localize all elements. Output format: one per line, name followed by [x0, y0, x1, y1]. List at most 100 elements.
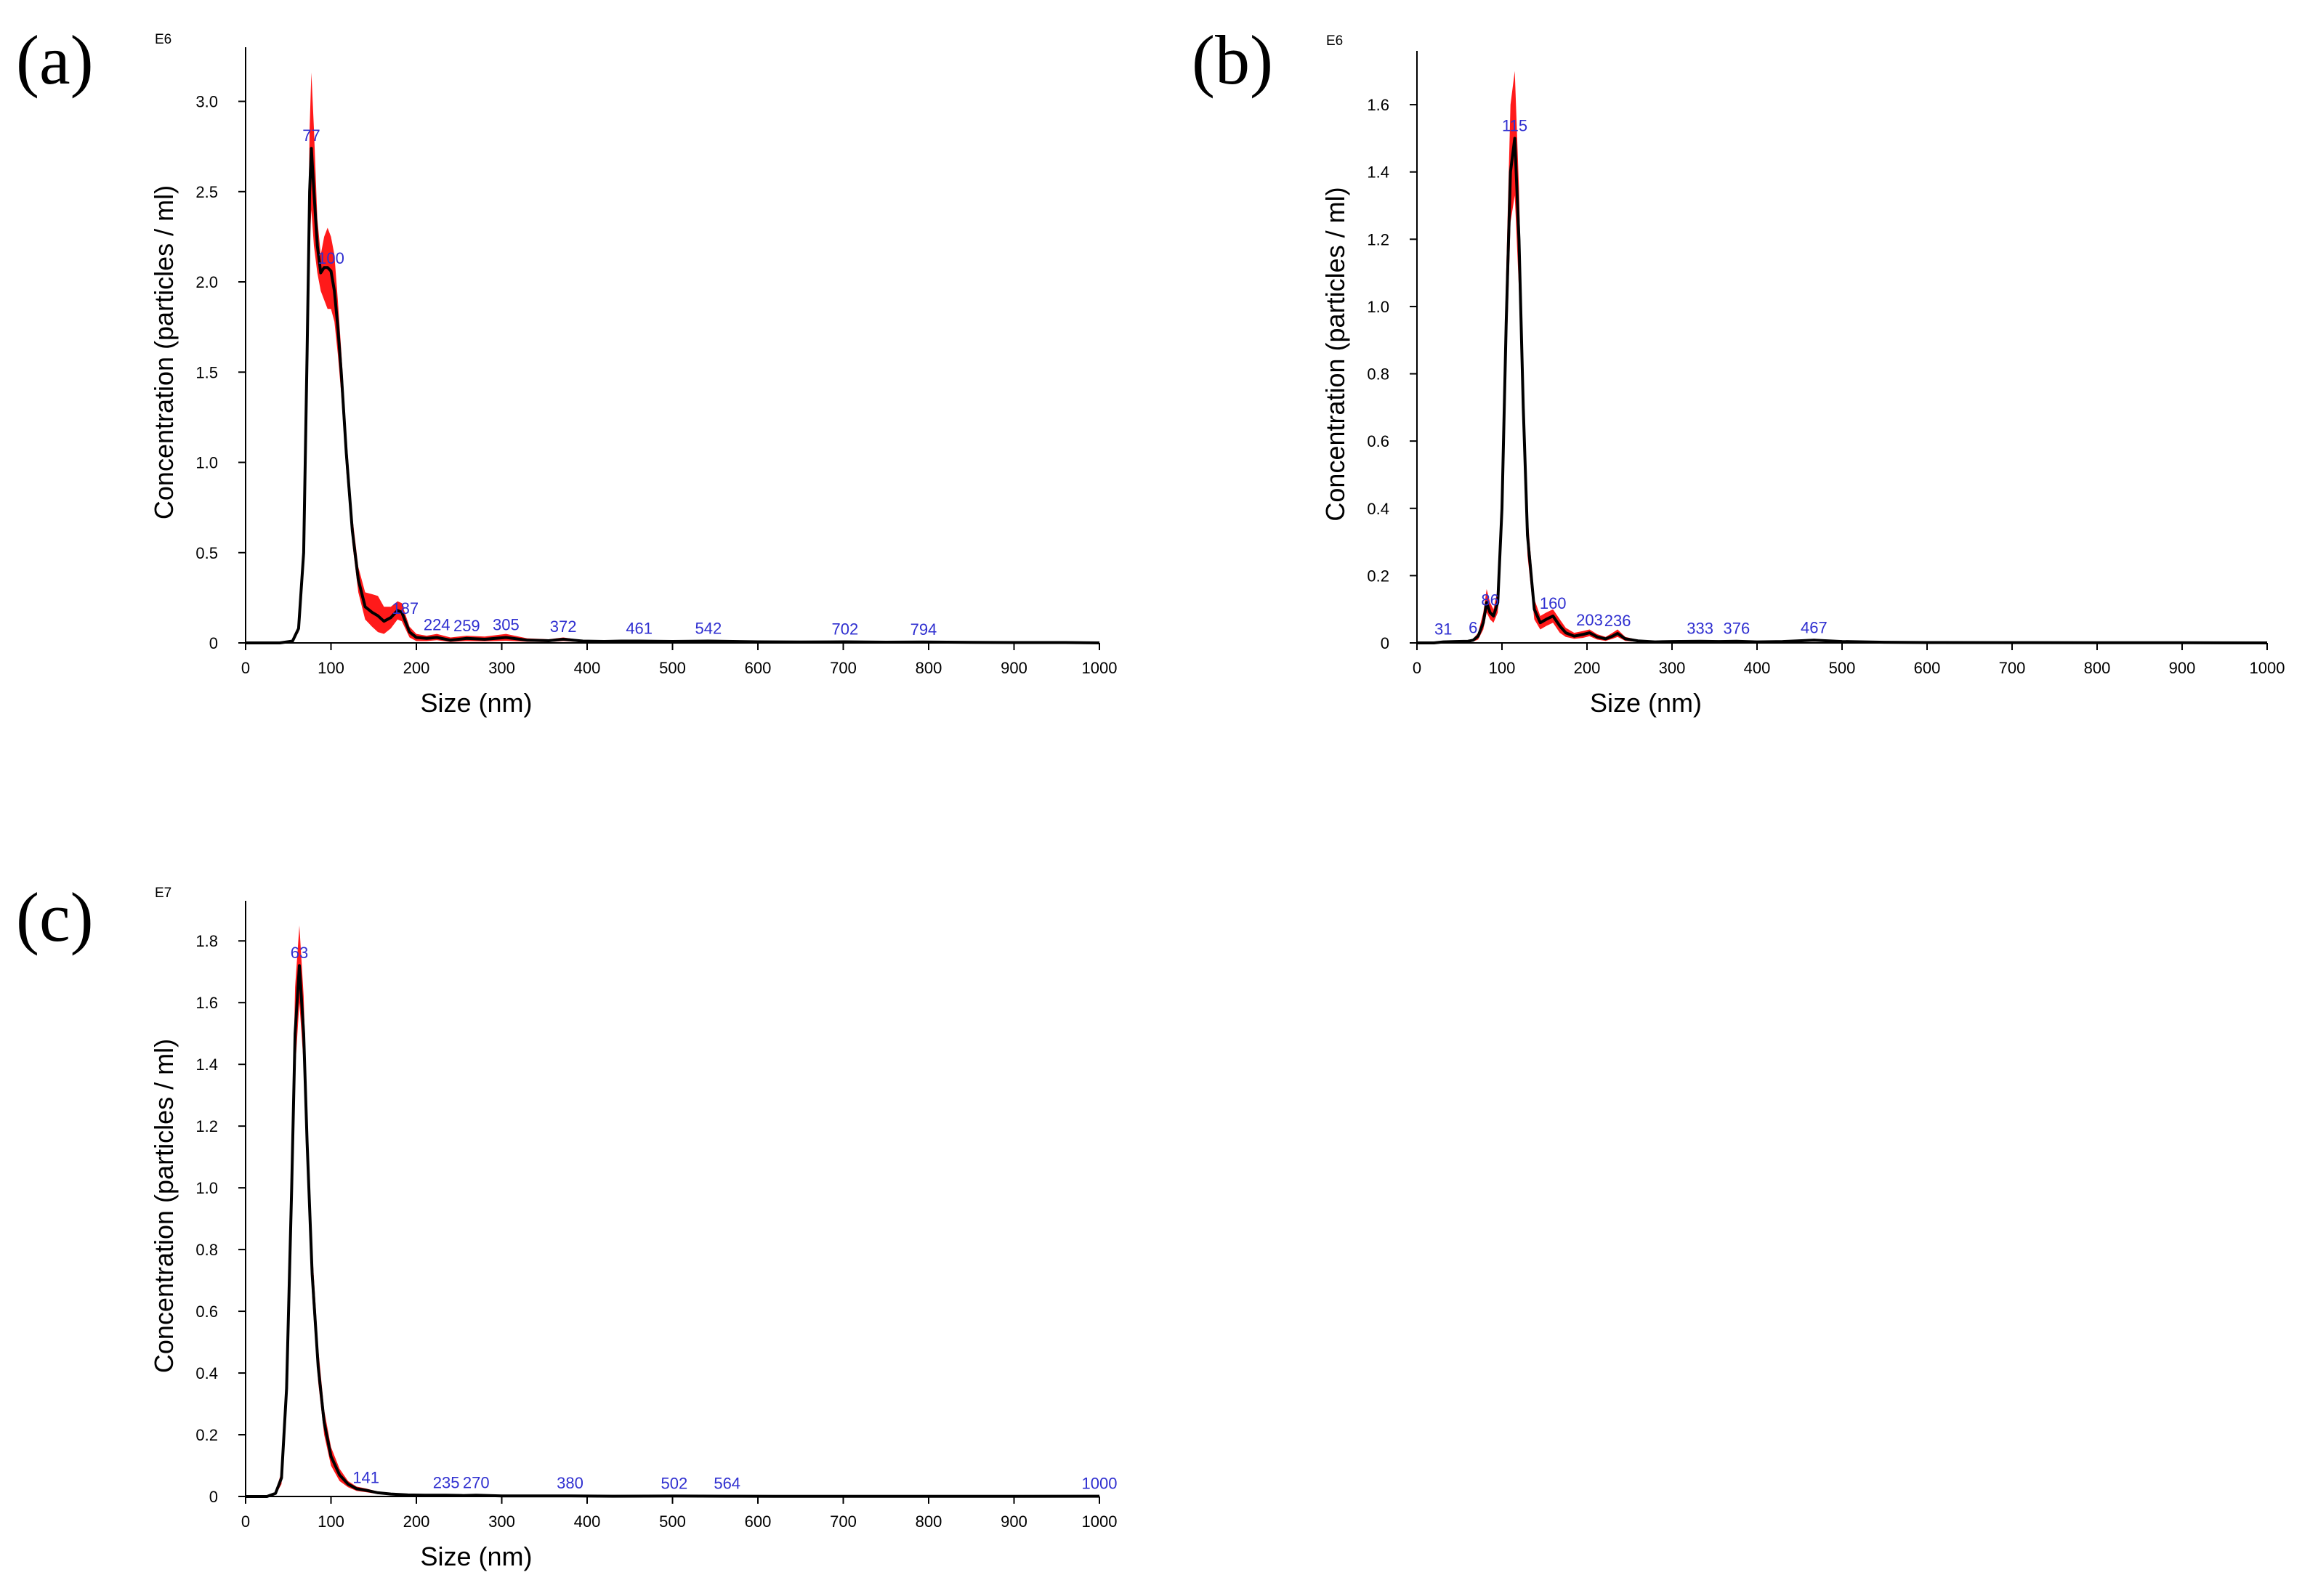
- y-tick-label: 0: [1381, 634, 1389, 652]
- peak-label: 77: [302, 126, 320, 145]
- x-tick-label: 100: [1489, 659, 1516, 677]
- x-tick-label: 500: [1829, 659, 1856, 677]
- peak-label: 305: [493, 616, 520, 634]
- peak-label: 31: [1434, 620, 1452, 639]
- y-tick-label: 3.0: [195, 93, 218, 111]
- x-tick-label: 500: [659, 1512, 686, 1531]
- x-tick-label: 200: [403, 659, 430, 677]
- y-tick-label: 0.4: [1367, 500, 1389, 518]
- x-tick-label: 200: [403, 1512, 430, 1531]
- x-tick-label: 0: [1413, 659, 1421, 677]
- panel-a: (a) E6 0 100 200 300 400 500 600 700 800 900 1000 0 0.…: [16, 21, 1117, 718]
- x-tick-label: 700: [1999, 659, 2026, 677]
- exponent-label: E6: [155, 32, 171, 47]
- peak-label: 236: [1604, 612, 1631, 630]
- peak-label: 794: [910, 620, 937, 639]
- peak-label: 461: [626, 620, 653, 638]
- x-axis-title: Size (nm): [420, 1542, 532, 1571]
- panel-b: (b) E6 0 100 200 300 400 500 600 700 800 900 1000 0 0.…: [1192, 21, 2285, 718]
- peak-label: 160: [1540, 594, 1567, 612]
- peak-label: 6: [1469, 618, 1477, 636]
- y-tick-label: 0.2: [1367, 567, 1389, 585]
- panel-letter: (a): [16, 21, 94, 99]
- peak-label: 224: [424, 616, 451, 634]
- peak-label: 380: [557, 1474, 583, 1492]
- panel-letter: (c): [16, 878, 94, 956]
- exponent-label: E7: [155, 886, 171, 901]
- peak-label: 1000: [1082, 1475, 1118, 1493]
- y-tick-label: 1.2: [1367, 230, 1389, 248]
- x-tick-label: 700: [830, 659, 857, 677]
- x-tick-label: 800: [2084, 659, 2111, 677]
- x-tick-label: 600: [1914, 659, 1941, 677]
- peak-label: 86: [1481, 591, 1498, 609]
- peak-label: 63: [291, 944, 308, 962]
- y-tick-label: 0: [209, 1488, 218, 1506]
- panel-c: (c) E7 0 100 200 300 400 500 600 700 800 900 1000 0 0.…: [16, 878, 1117, 1571]
- peak-label: 542: [695, 620, 722, 638]
- peak-label: 702: [831, 620, 858, 639]
- y-tick-label: 1.6: [195, 994, 218, 1012]
- peak-label: 141: [352, 1469, 379, 1487]
- x-tick-label: 900: [2169, 659, 2196, 677]
- y-tick-label: 1.4: [195, 1056, 218, 1074]
- mean-line: [1417, 137, 2268, 644]
- x-axis-title: Size (nm): [420, 688, 532, 718]
- x-tick-label: 400: [1744, 659, 1771, 677]
- error-band: [1417, 70, 2267, 644]
- y-tick-label: 0.5: [195, 544, 218, 562]
- peak-label: 235: [433, 1473, 460, 1491]
- peak-label: 372: [550, 617, 577, 636]
- error-band: [246, 72, 1099, 644]
- y-tick-label: 0.2: [195, 1426, 218, 1444]
- x-tick-label: 300: [488, 659, 515, 677]
- y-tick-label: 0.6: [195, 1303, 218, 1321]
- y-tick-label: 1.0: [195, 1179, 218, 1197]
- x-tick-label: 900: [1001, 1512, 1027, 1531]
- y-tick-label: 0.8: [1367, 365, 1389, 384]
- x-tick-label: 200: [1574, 659, 1601, 677]
- x-tick-label: 100: [318, 1512, 344, 1531]
- y-tick-label: 0.4: [195, 1364, 218, 1382]
- peak-label: 203: [1576, 611, 1603, 629]
- exponent-label: E6: [1326, 33, 1343, 49]
- y-tick-label: 1.5: [195, 363, 218, 381]
- peak-label: 259: [453, 617, 480, 635]
- peak-label: 502: [661, 1474, 687, 1492]
- y-tick-label: 1.0: [1367, 298, 1389, 316]
- y-axis-title: Concentration (particles / ml): [149, 185, 179, 519]
- peak-label: 333: [1687, 620, 1713, 638]
- y-tick-label: 1.8: [195, 932, 218, 950]
- y-tick-label: 0.6: [1367, 432, 1389, 450]
- y-tick-label: 0: [209, 634, 218, 652]
- peak-label: 187: [392, 599, 419, 617]
- peak-label: 564: [714, 1475, 740, 1493]
- panel-letter: (b): [1192, 21, 1273, 99]
- x-tick-label: 900: [1001, 659, 1027, 677]
- x-tick-label: 1000: [1082, 659, 1118, 677]
- x-tick-label: 600: [745, 659, 772, 677]
- peak-label: 376: [1724, 620, 1750, 638]
- y-tick-label: 1.2: [195, 1117, 218, 1135]
- peak-label: 270: [463, 1473, 490, 1491]
- x-tick-label: 400: [574, 659, 601, 677]
- x-tick-label: 1000: [2250, 659, 2285, 677]
- x-tick-label: 700: [830, 1512, 857, 1531]
- x-tick-label: 0: [241, 659, 250, 677]
- y-tick-label: 1.4: [1367, 163, 1389, 182]
- y-axis-title: Concentration (particles / ml): [1320, 187, 1350, 521]
- x-tick-label: 300: [1659, 659, 1686, 677]
- y-tick-label: 1.6: [1367, 96, 1389, 114]
- x-tick-label: 0: [241, 1512, 250, 1531]
- y-tick-label: 2.5: [195, 183, 218, 201]
- x-tick-label: 400: [574, 1512, 601, 1531]
- x-tick-label: 1000: [1082, 1512, 1118, 1531]
- y-tick-label: 1.0: [195, 454, 218, 472]
- x-tick-label: 500: [659, 659, 686, 677]
- y-axis-title: Concentration (particles / ml): [149, 1039, 179, 1373]
- mean-line: [246, 964, 1100, 1498]
- x-tick-label: 600: [745, 1512, 772, 1531]
- peak-label: 467: [1801, 618, 1828, 636]
- y-tick-label: 2.0: [195, 273, 218, 291]
